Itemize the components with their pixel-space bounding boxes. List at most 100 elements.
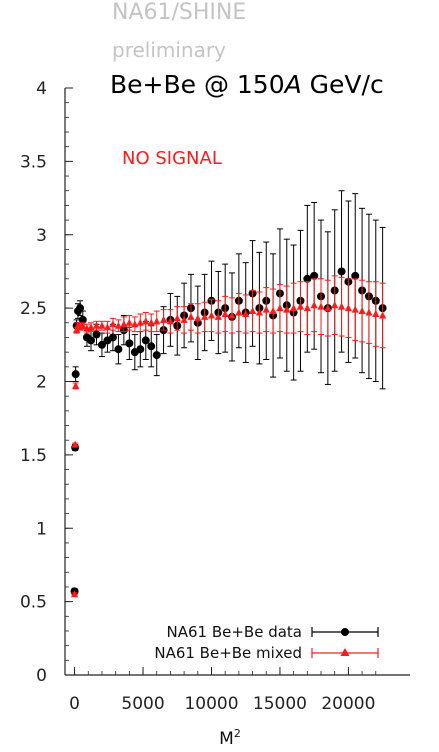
mixed-point	[242, 309, 250, 317]
mixed-point	[87, 323, 95, 331]
y-tick-label: 1.5	[20, 446, 47, 466]
legend-label-data: NA61 Be+Be data	[167, 623, 303, 641]
mixed-point	[201, 312, 209, 320]
mixed-point	[276, 304, 284, 312]
mixed-point	[324, 304, 332, 312]
mixed-point	[365, 308, 373, 316]
data-point	[141, 336, 150, 345]
data-point	[310, 271, 319, 280]
mixed-point	[125, 318, 133, 326]
mixed-point	[248, 307, 257, 315]
legend: NA61 Be+Be data NA61 Be+Be mixed	[154, 623, 379, 662]
mixed-point	[72, 381, 80, 389]
mixed-point	[283, 305, 291, 313]
legend-label-mixed: NA61 Be+Be mixed	[154, 644, 302, 662]
mixed-point	[71, 440, 79, 448]
mixed-point	[207, 311, 216, 319]
y-tick-label: 2	[36, 373, 47, 393]
x-tick-label: 10000	[184, 694, 238, 714]
mixed-point	[147, 318, 155, 326]
collision-system-label: Be+Be @ 150A GeV/c	[110, 70, 384, 99]
mixed-point	[379, 311, 387, 319]
mixed-point	[235, 308, 243, 316]
mixed-point	[317, 302, 325, 310]
mixed-point	[351, 305, 359, 313]
data-point	[114, 345, 123, 354]
system-unit: GeV/c	[301, 70, 384, 99]
data-point	[92, 330, 101, 339]
mixed-point	[70, 590, 79, 598]
mixed-point	[331, 301, 339, 309]
mixed-point	[296, 302, 305, 310]
mixed-point	[255, 308, 264, 316]
collaboration-label: NA61/SHINE	[112, 0, 247, 25]
x-tick-label: 15000	[253, 694, 307, 714]
mixed-point	[194, 314, 202, 322]
data-point	[136, 345, 145, 354]
y-tick-label: 2.5	[20, 299, 47, 319]
no-signal-annotation: NO SIGNAL	[122, 148, 222, 169]
mixed-point	[79, 321, 87, 329]
mixed-point	[310, 301, 318, 309]
y-tick-label: 4	[36, 79, 47, 99]
mixed-point	[173, 314, 181, 322]
mixed-point	[109, 320, 117, 328]
tick-marks	[65, 87, 377, 676]
y-tick-label: 3	[36, 226, 47, 246]
mixed-point	[153, 317, 161, 325]
mixed-point	[303, 304, 311, 312]
y-tick-label: 3.5	[20, 152, 47, 172]
mixed-point	[187, 312, 195, 320]
y-tick-label: 0.5	[20, 593, 47, 613]
legend-marker-data	[311, 627, 379, 637]
mixed-point	[358, 307, 366, 315]
legend-marker-mixed	[311, 648, 379, 658]
data-point	[147, 342, 156, 351]
system-italic: A	[284, 70, 302, 99]
mixed-point	[114, 321, 122, 329]
data-point	[97, 340, 106, 349]
mixed-point	[159, 315, 168, 323]
x-axis-label: M2	[219, 727, 241, 749]
mixed-point	[142, 317, 150, 325]
mixed-point	[290, 304, 298, 312]
mixed-point	[344, 304, 352, 312]
data-point	[152, 351, 161, 360]
x-tick-label: 20000	[321, 694, 375, 714]
system-text: Be+Be @ 150	[110, 70, 285, 99]
mixed-point	[166, 317, 175, 325]
axes	[64, 88, 410, 676]
data-point	[71, 370, 80, 379]
tick-labels: 0 0.5 1 1.5 2 2.5 3 3.5 4 0 5000 10000 15000 20000	[20, 79, 375, 714]
mixed-point	[120, 320, 128, 328]
x-tick-label: 5000	[121, 694, 164, 714]
mixed-point	[131, 320, 139, 328]
y-tick-label: 1	[36, 519, 47, 539]
data-point	[125, 339, 134, 348]
data-point	[303, 274, 312, 283]
mixed-point	[269, 307, 277, 315]
mixed-point	[98, 321, 106, 329]
data-point	[76, 304, 85, 313]
mixed-point	[92, 321, 101, 329]
data-point	[337, 267, 346, 276]
preliminary-label: preliminary	[112, 38, 226, 62]
series-mixed-points	[70, 275, 387, 598]
data-point	[108, 333, 117, 342]
data-point	[87, 336, 96, 345]
x-tick-label: 0	[69, 694, 80, 714]
y-tick-label: 0	[36, 666, 47, 686]
data-point	[78, 315, 87, 324]
mixed-point	[136, 318, 144, 326]
mixed-point	[214, 312, 222, 320]
mixed-point	[73, 326, 81, 334]
mixed-point	[262, 305, 270, 313]
mixed-point	[337, 302, 346, 310]
mixed-point	[221, 309, 229, 317]
mixed-point	[180, 315, 188, 323]
mixed-point	[372, 309, 380, 317]
mixed-point	[228, 311, 236, 319]
mixed-point	[103, 323, 112, 331]
data-point	[351, 271, 360, 280]
